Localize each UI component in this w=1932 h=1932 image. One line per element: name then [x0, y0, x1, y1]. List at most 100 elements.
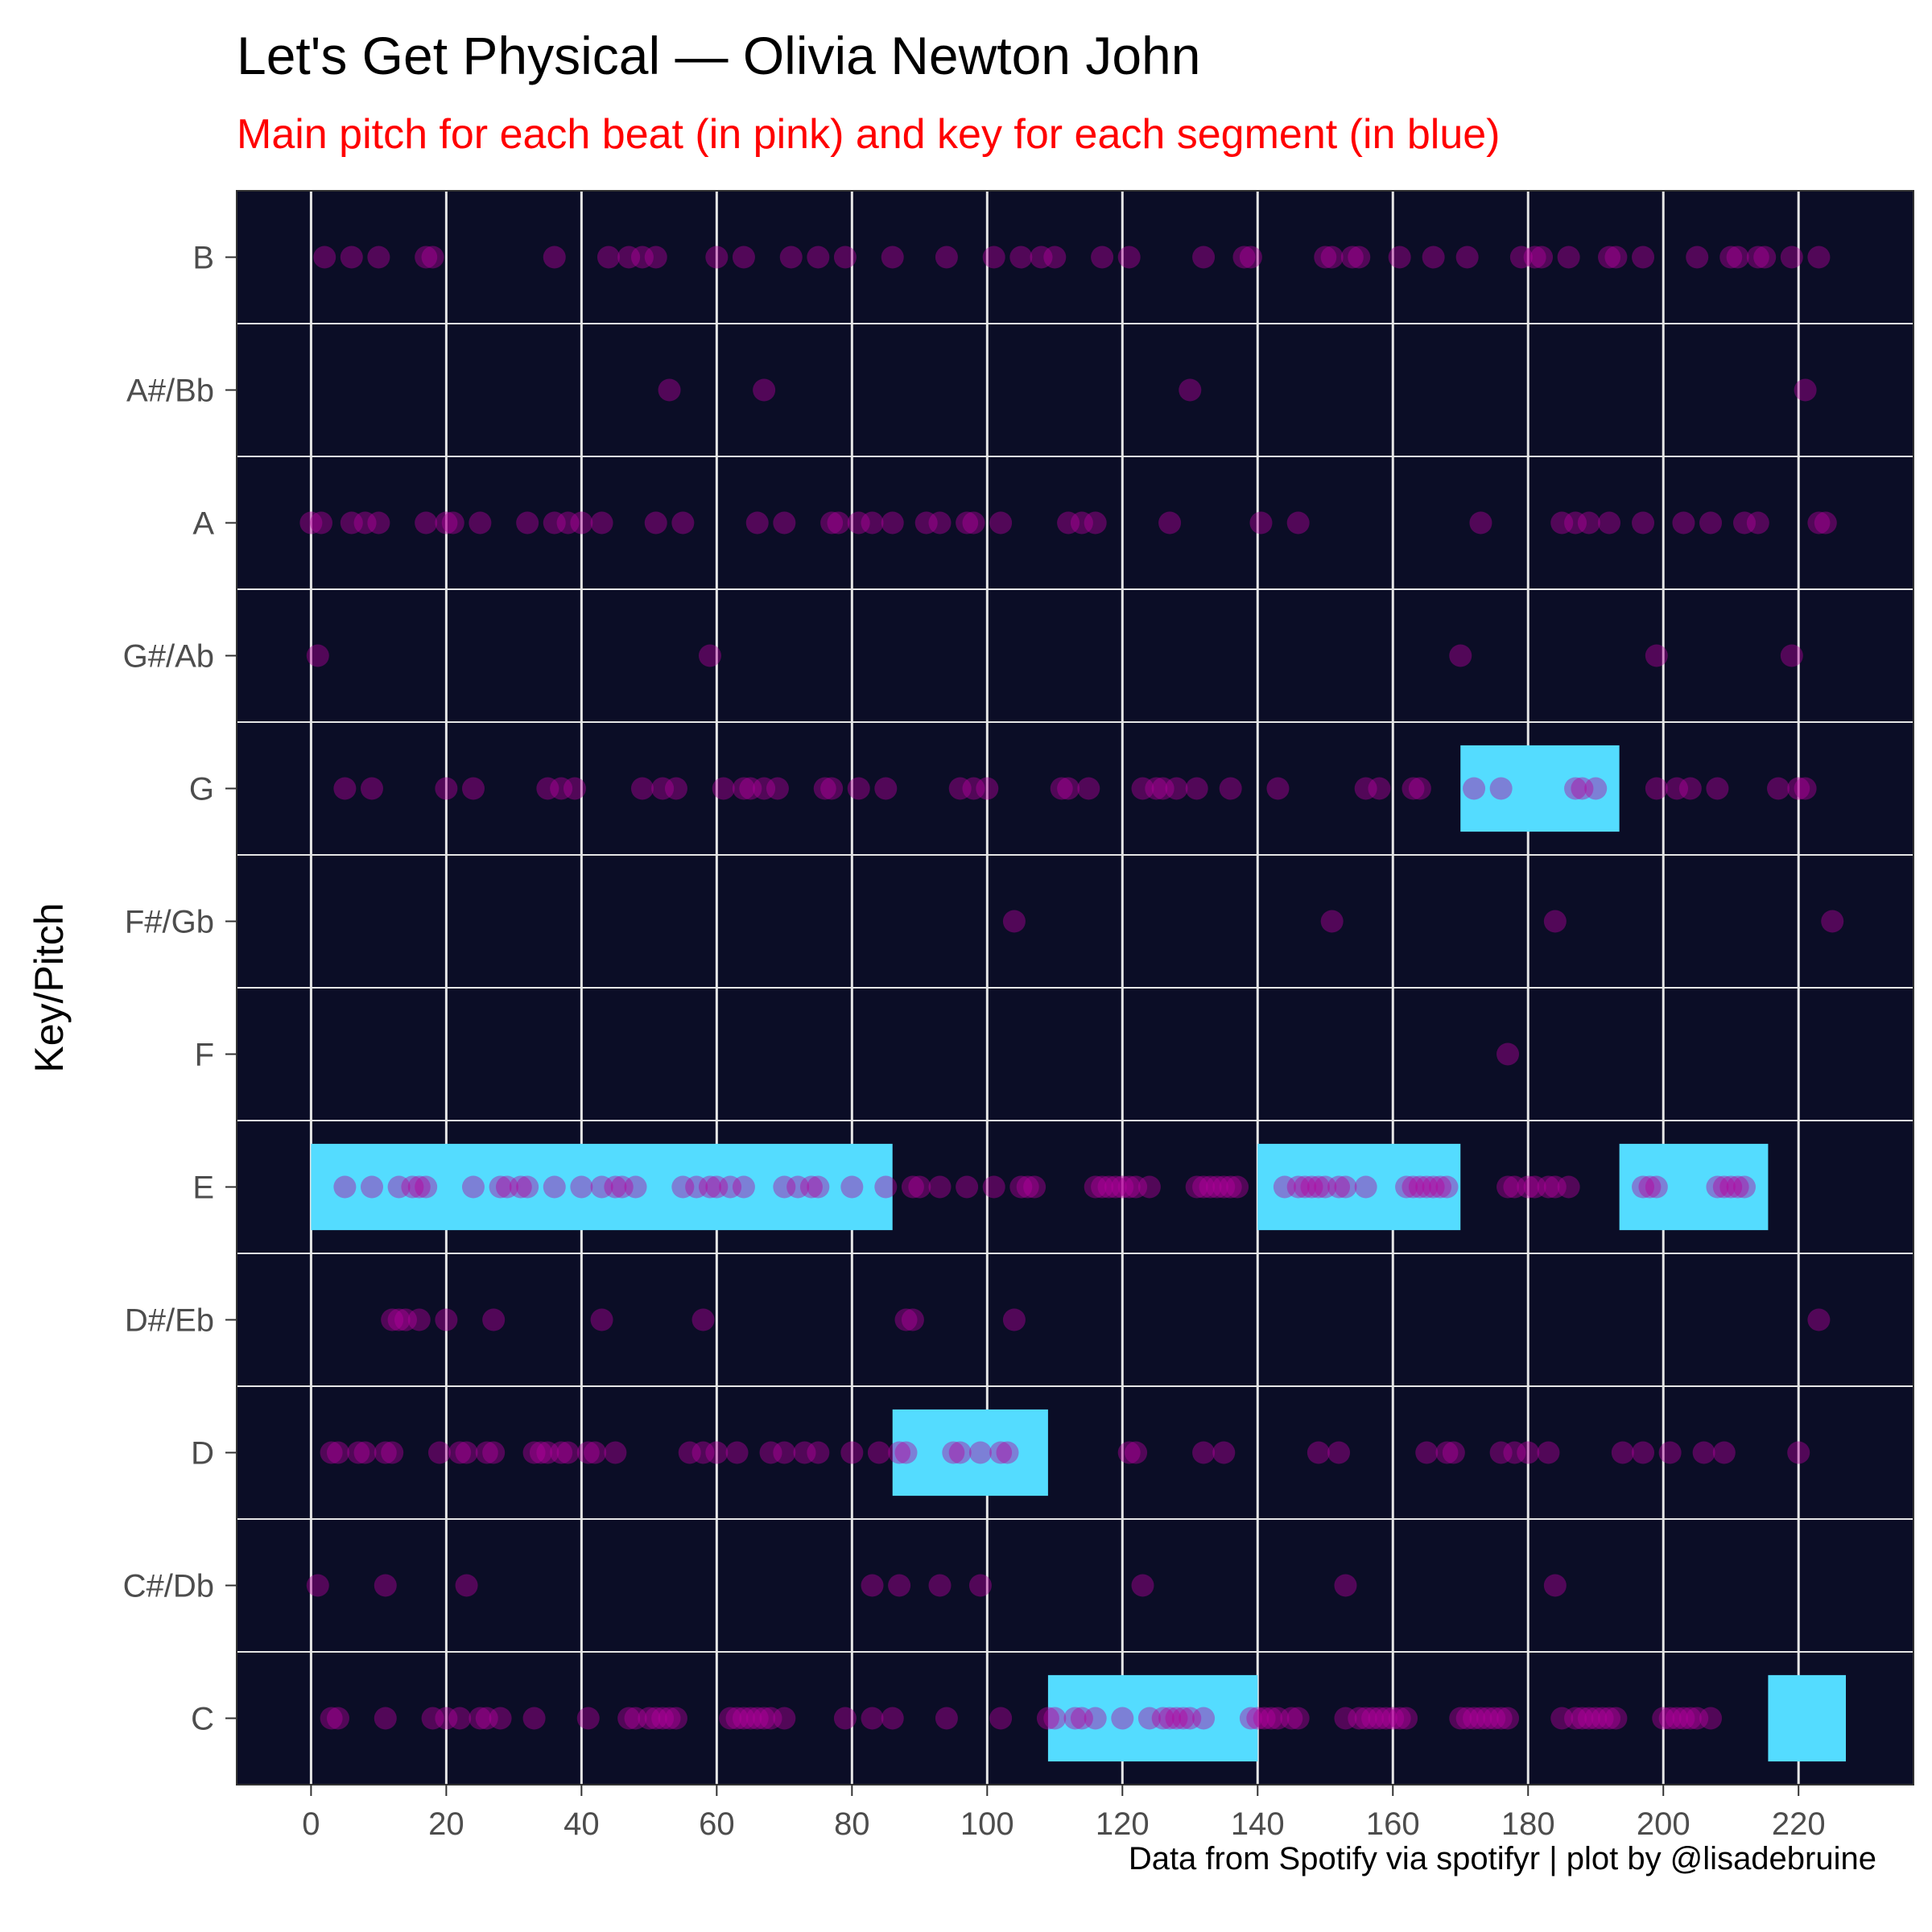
- beat-point: [753, 1707, 776, 1730]
- beat-point: [705, 1175, 729, 1199]
- beat-point: [360, 1175, 383, 1199]
- beat-point: [374, 1574, 397, 1597]
- beat-point: [469, 511, 492, 535]
- beat-point: [1455, 1707, 1479, 1730]
- beat-point: [448, 1441, 472, 1464]
- beat-point: [1151, 777, 1174, 800]
- beat-point: [1645, 1175, 1668, 1199]
- beat-point: [1070, 511, 1093, 535]
- beat-point: [320, 1441, 343, 1464]
- beat-point: [732, 777, 755, 800]
- beat-point: [996, 1441, 1019, 1464]
- beat-point: [1185, 1175, 1208, 1199]
- beat-point: [671, 511, 695, 535]
- beat-point: [1821, 910, 1844, 933]
- beat-point: [732, 246, 755, 269]
- beat-point: [1794, 378, 1817, 402]
- beat-point: [1334, 1175, 1357, 1199]
- x-tick-label: 20: [428, 1806, 464, 1842]
- beat-point: [1422, 246, 1445, 269]
- beat-point: [1395, 1175, 1418, 1199]
- beat-point: [1692, 1441, 1715, 1464]
- beat-point: [421, 1707, 444, 1730]
- beat-point: [455, 1441, 478, 1464]
- beat-point: [360, 777, 383, 800]
- beat-point: [624, 1175, 647, 1199]
- beat-point: [698, 1175, 721, 1199]
- beat-point: [1746, 511, 1769, 535]
- beat-point: [745, 1707, 769, 1730]
- beat-point: [374, 1707, 397, 1730]
- beat-point: [1286, 511, 1310, 535]
- beat-point: [1517, 1175, 1540, 1199]
- beat-point: [1638, 1175, 1662, 1199]
- beat-point: [1050, 777, 1073, 800]
- beat-point: [597, 246, 620, 269]
- beat-point: [948, 777, 972, 800]
- beat-point: [1712, 1175, 1736, 1199]
- beat-point: [1327, 1441, 1351, 1464]
- beat-point: [1632, 511, 1655, 535]
- beat-point: [1584, 777, 1608, 800]
- y-tick-label: F#/Gb: [125, 905, 214, 940]
- beat-point: [522, 1441, 546, 1464]
- key-segments: [311, 745, 1847, 1762]
- beat-point: [1530, 246, 1554, 269]
- beat-point: [664, 777, 687, 800]
- beat-point: [962, 777, 985, 800]
- beat-point: [1158, 511, 1182, 535]
- beat-point: [1395, 1707, 1418, 1730]
- beat-point: [604, 1441, 627, 1464]
- beat-point: [1334, 1707, 1357, 1730]
- beat-point: [888, 1441, 911, 1464]
- beat-point: [1658, 1441, 1682, 1464]
- beat-point: [1340, 246, 1364, 269]
- beat-point: [576, 1441, 600, 1464]
- x-tick-label: 140: [1231, 1806, 1285, 1842]
- beat-point: [725, 1441, 749, 1464]
- beat-point: [807, 1441, 830, 1464]
- beat-point: [1219, 777, 1242, 800]
- beat-point: [867, 1441, 890, 1464]
- beat-point: [894, 1308, 918, 1331]
- beat-point: [982, 246, 1005, 269]
- beat-point: [1455, 246, 1479, 269]
- beat-point: [340, 511, 363, 535]
- beat-point: [1753, 246, 1777, 269]
- beat-point: [1043, 1707, 1067, 1730]
- beat-point: [299, 511, 323, 535]
- beat-point: [1550, 1707, 1574, 1730]
- beat-point: [1719, 246, 1743, 269]
- beat-point: [1077, 777, 1100, 800]
- beat-point: [1199, 1175, 1222, 1199]
- beat-point: [1131, 777, 1154, 800]
- beat-point: [799, 1175, 823, 1199]
- beat-point: [516, 1175, 539, 1199]
- beat-point: [956, 511, 979, 535]
- beat-point: [1564, 777, 1587, 800]
- beat-point: [1023, 1175, 1046, 1199]
- beat-point: [461, 1175, 485, 1199]
- beat-point: [448, 1707, 472, 1730]
- beat-point: [705, 246, 729, 269]
- beat-point: [435, 1707, 458, 1730]
- beat-point: [1084, 511, 1107, 535]
- beat-point: [644, 246, 667, 269]
- x-tick-label: 200: [1637, 1806, 1690, 1842]
- beat-point: [1286, 1707, 1310, 1730]
- beat-point: [333, 1175, 357, 1199]
- key-segment-g: [1460, 745, 1620, 832]
- beat-point: [833, 1707, 857, 1730]
- beat-point: [1557, 246, 1580, 269]
- beat-point: [1476, 1707, 1499, 1730]
- beat-point: [1165, 1707, 1188, 1730]
- beat-point: [671, 1175, 695, 1199]
- beat-point: [705, 1441, 729, 1464]
- beat-point: [1185, 777, 1208, 800]
- beat-point: [543, 1175, 566, 1199]
- beat-point: [461, 777, 485, 800]
- beat-point: [759, 1707, 782, 1730]
- beat-point: [732, 1707, 755, 1730]
- beat-point: [644, 511, 667, 535]
- beat-point: [766, 777, 789, 800]
